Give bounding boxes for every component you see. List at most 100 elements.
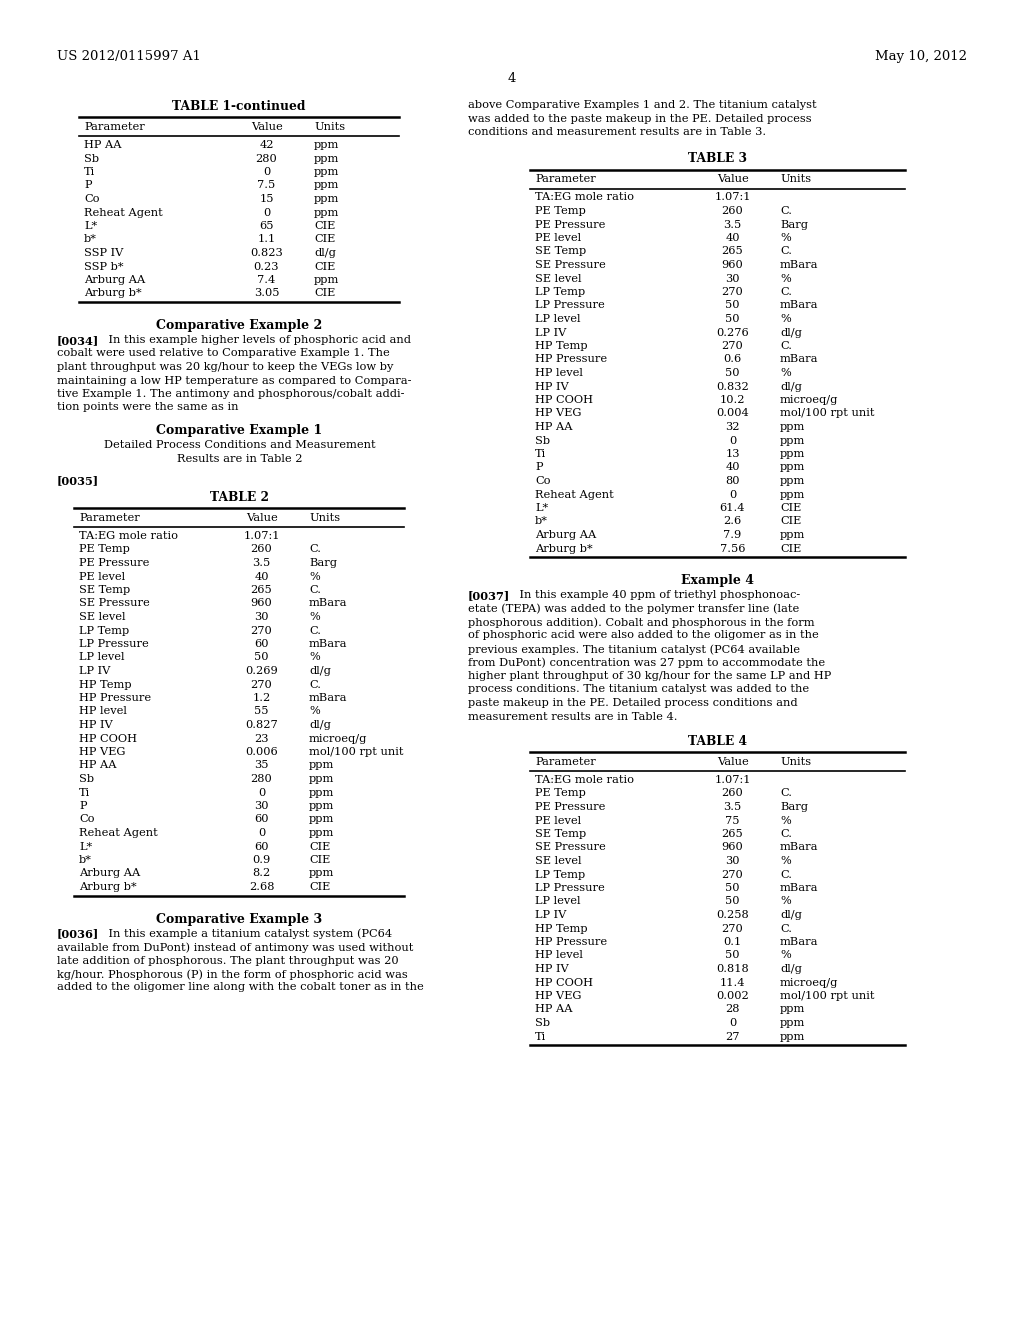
- Text: 3.5: 3.5: [252, 558, 270, 568]
- Text: HP AA: HP AA: [535, 422, 572, 432]
- Text: HP Pressure: HP Pressure: [535, 937, 607, 946]
- Text: conditions and measurement results are in Table 3.: conditions and measurement results are i…: [468, 127, 766, 137]
- Text: 27: 27: [725, 1031, 739, 1041]
- Text: C.: C.: [780, 341, 792, 351]
- Text: 0: 0: [263, 168, 270, 177]
- Text: 960: 960: [722, 842, 743, 853]
- Text: CIE: CIE: [780, 516, 801, 527]
- Text: C.: C.: [780, 247, 792, 256]
- Text: LP Pressure: LP Pressure: [535, 883, 605, 894]
- Text: Ti: Ti: [84, 168, 95, 177]
- Text: Co: Co: [84, 194, 99, 205]
- Text: 280: 280: [256, 153, 278, 164]
- Text: 260: 260: [722, 788, 743, 799]
- Text: 61.4: 61.4: [720, 503, 745, 513]
- Text: CIE: CIE: [309, 855, 331, 865]
- Text: dl/g: dl/g: [780, 327, 802, 338]
- Text: ppm: ppm: [314, 194, 339, 205]
- Text: 0.258: 0.258: [716, 909, 749, 920]
- Text: 960: 960: [722, 260, 743, 271]
- Text: CIE: CIE: [780, 503, 801, 513]
- Text: Sb: Sb: [535, 1018, 550, 1028]
- Text: 13: 13: [725, 449, 739, 459]
- Text: LP level: LP level: [535, 896, 581, 907]
- Text: LP Temp: LP Temp: [535, 286, 586, 297]
- Text: PE Pressure: PE Pressure: [535, 219, 605, 230]
- Text: C.: C.: [780, 829, 792, 840]
- Text: HP COOH: HP COOH: [535, 978, 593, 987]
- Text: ppm: ppm: [780, 422, 805, 432]
- Text: [0036]: [0036]: [57, 928, 99, 940]
- Text: 260: 260: [722, 206, 743, 216]
- Text: CIE: CIE: [314, 235, 335, 244]
- Text: LP Pressure: LP Pressure: [535, 301, 605, 310]
- Text: 0.9: 0.9: [252, 855, 270, 865]
- Text: LP IV: LP IV: [79, 667, 111, 676]
- Text: 23: 23: [254, 734, 268, 743]
- Text: ppm: ppm: [309, 760, 335, 771]
- Text: 3.05: 3.05: [254, 289, 280, 298]
- Text: 50: 50: [725, 883, 739, 894]
- Text: 1.07:1: 1.07:1: [244, 531, 280, 541]
- Text: added to the oligomer line along with the cobalt toner as in the: added to the oligomer line along with th…: [57, 982, 424, 993]
- Text: Barg: Barg: [780, 803, 808, 812]
- Text: SE Pressure: SE Pressure: [79, 598, 150, 609]
- Text: HP level: HP level: [535, 950, 583, 961]
- Text: May 10, 2012: May 10, 2012: [874, 50, 967, 63]
- Text: 0: 0: [729, 436, 736, 446]
- Text: measurement results are in Table 4.: measurement results are in Table 4.: [468, 711, 678, 722]
- Text: Units: Units: [309, 513, 340, 523]
- Text: 40: 40: [254, 572, 268, 582]
- Text: cobalt were used relative to Comparative Example 1. The: cobalt were used relative to Comparative…: [57, 348, 390, 359]
- Text: In this example higher levels of phosphoric acid and: In this example higher levels of phospho…: [94, 335, 411, 345]
- Text: Reheat Agent: Reheat Agent: [79, 828, 158, 838]
- Text: 40: 40: [725, 462, 739, 473]
- Text: CIE: CIE: [314, 261, 335, 272]
- Text: 0: 0: [258, 828, 265, 838]
- Text: Comparative Example 1: Comparative Example 1: [157, 424, 323, 437]
- Text: 0.6: 0.6: [723, 355, 741, 364]
- Text: [0035]: [0035]: [57, 475, 99, 486]
- Text: 50: 50: [725, 896, 739, 907]
- Text: 30: 30: [725, 855, 739, 866]
- Text: %: %: [780, 950, 791, 961]
- Text: 60: 60: [254, 842, 268, 851]
- Text: %: %: [780, 368, 791, 378]
- Text: CIE: CIE: [780, 544, 801, 553]
- Text: SE Pressure: SE Pressure: [535, 842, 606, 853]
- Text: PE level: PE level: [535, 234, 582, 243]
- Text: US 2012/0115997 A1: US 2012/0115997 A1: [57, 50, 201, 63]
- Text: ppm: ppm: [780, 449, 805, 459]
- Text: In this example 40 ppm of triethyl phosphonoac-: In this example 40 ppm of triethyl phosp…: [505, 590, 800, 601]
- Text: 1.07:1: 1.07:1: [715, 193, 751, 202]
- Text: HP Pressure: HP Pressure: [79, 693, 152, 704]
- Text: %: %: [309, 706, 319, 717]
- Text: HP level: HP level: [79, 706, 127, 717]
- Text: Units: Units: [780, 756, 811, 767]
- Text: LP Temp: LP Temp: [535, 870, 586, 879]
- Text: HP VEG: HP VEG: [535, 991, 582, 1001]
- Text: SE Temp: SE Temp: [535, 829, 587, 840]
- Text: HP Pressure: HP Pressure: [535, 355, 607, 364]
- Text: TABLE 4: TABLE 4: [688, 735, 746, 748]
- Text: HP IV: HP IV: [535, 381, 568, 392]
- Text: process conditions. The titanium catalyst was added to the: process conditions. The titanium catalys…: [468, 685, 809, 694]
- Text: P: P: [79, 801, 86, 810]
- Text: Parameter: Parameter: [79, 513, 139, 523]
- Text: ppm: ppm: [314, 207, 339, 218]
- Text: %: %: [309, 572, 319, 582]
- Text: 0.006: 0.006: [245, 747, 278, 756]
- Text: 30: 30: [725, 273, 739, 284]
- Text: tion points were the same as in: tion points were the same as in: [57, 403, 239, 412]
- Text: Ti: Ti: [535, 449, 546, 459]
- Text: In this example a titanium catalyst system (PC64: In this example a titanium catalyst syst…: [94, 928, 392, 939]
- Text: %: %: [780, 896, 791, 907]
- Text: mBara: mBara: [309, 639, 347, 649]
- Text: higher plant throughput of 30 kg/hour for the same LP and HP: higher plant throughput of 30 kg/hour fo…: [468, 671, 831, 681]
- Text: 0.832: 0.832: [716, 381, 749, 392]
- Text: 0.276: 0.276: [716, 327, 749, 338]
- Text: L*: L*: [84, 220, 97, 231]
- Text: 0.818: 0.818: [716, 964, 749, 974]
- Text: dl/g: dl/g: [780, 964, 802, 974]
- Text: b*: b*: [79, 855, 92, 865]
